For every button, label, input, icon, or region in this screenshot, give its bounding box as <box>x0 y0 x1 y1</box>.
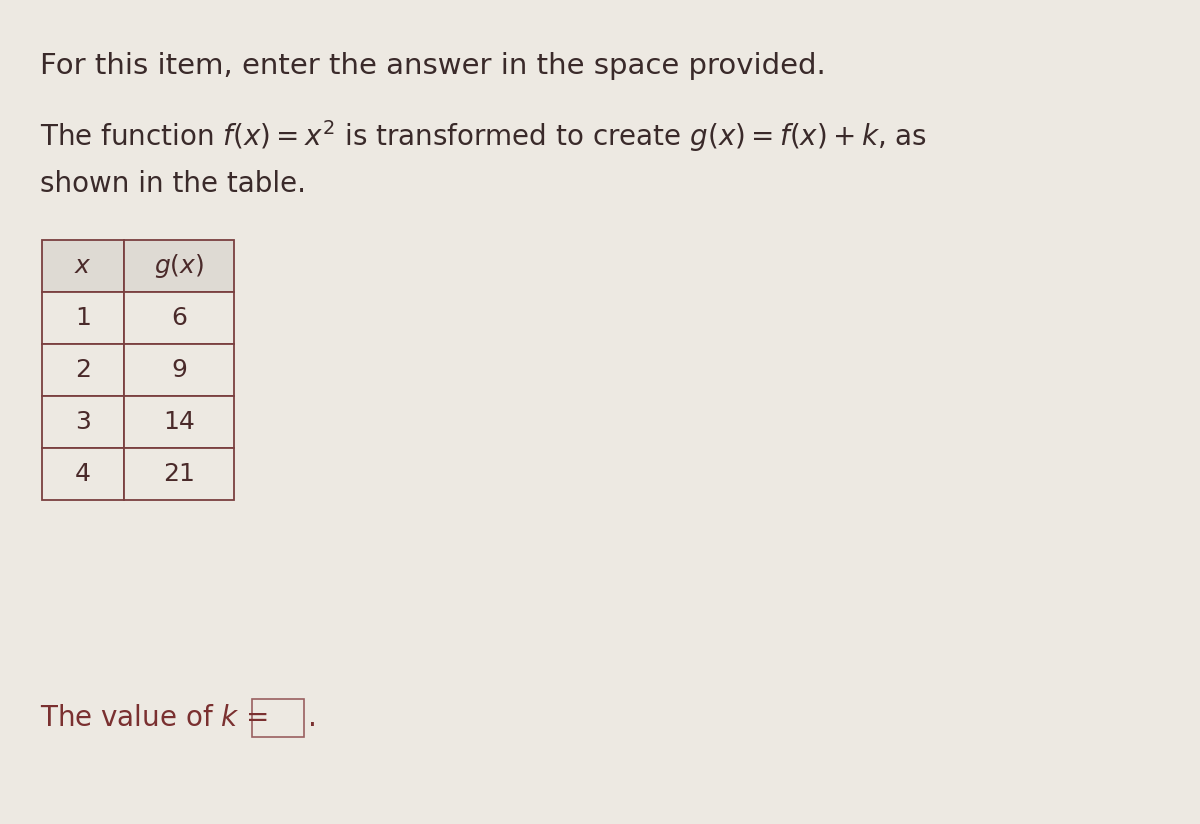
Bar <box>124 344 234 396</box>
Text: 4: 4 <box>74 462 91 486</box>
Text: $g(x)$: $g(x)$ <box>154 252 204 280</box>
Bar <box>42 292 124 344</box>
Bar <box>42 240 124 292</box>
Bar <box>252 699 304 737</box>
Text: 21: 21 <box>163 462 194 486</box>
Bar <box>42 344 124 396</box>
Text: $x$: $x$ <box>74 254 92 278</box>
Text: The value of $k$ =: The value of $k$ = <box>40 704 268 732</box>
Text: 14: 14 <box>163 410 194 434</box>
Text: 3: 3 <box>76 410 91 434</box>
Bar <box>124 240 234 292</box>
Text: The function $f(x) = x^2$ is transformed to create $g(x) = f(x) + k$, as: The function $f(x) = x^2$ is transformed… <box>40 118 928 154</box>
Bar <box>42 448 124 500</box>
Bar <box>42 396 124 448</box>
Bar <box>124 292 234 344</box>
Text: 6: 6 <box>172 306 187 330</box>
Text: shown in the table.: shown in the table. <box>40 170 306 198</box>
Text: .: . <box>308 704 317 732</box>
Bar <box>124 448 234 500</box>
Text: For this item, enter the answer in the space provided.: For this item, enter the answer in the s… <box>40 52 826 80</box>
Bar <box>124 396 234 448</box>
Text: 9: 9 <box>172 358 187 382</box>
Text: 2: 2 <box>74 358 91 382</box>
Text: 1: 1 <box>76 306 91 330</box>
